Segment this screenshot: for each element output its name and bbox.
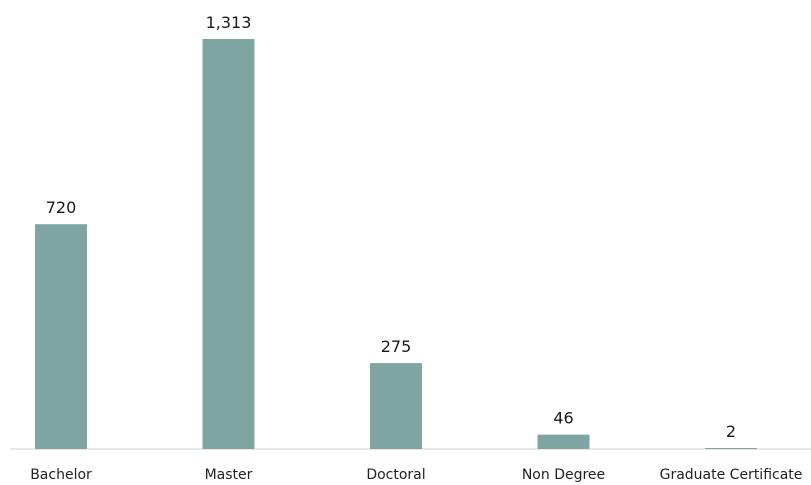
bar-graduate-certificate xyxy=(705,448,757,449)
x-tick-label-bachelor: Bachelor xyxy=(30,467,92,483)
value-label-non-degree: 46 xyxy=(553,409,573,428)
value-label-master: 1,313 xyxy=(206,13,252,32)
x-tick-label-graduate-certificate: Graduate Certificate xyxy=(660,467,803,483)
x-tick-labels-group: Bachelor Master Doctoral Non Degree Graduate… xyxy=(30,467,802,483)
x-tick-label-non-degree: Non Degree xyxy=(522,467,605,483)
bars-group xyxy=(35,39,757,449)
bar-bachelor xyxy=(35,224,87,449)
bar-master xyxy=(202,39,255,449)
x-tick-label-doctoral: Doctoral xyxy=(366,467,425,483)
bar-non-degree xyxy=(537,434,590,449)
value-label-doctoral: 275 xyxy=(381,337,412,356)
bar-doctoral xyxy=(370,363,422,449)
x-tick-label-master: Master xyxy=(205,467,253,483)
value-label-graduate-certificate: 2 xyxy=(726,422,736,441)
value-label-bachelor: 720 xyxy=(46,198,77,217)
value-labels-group: 720 1,313 275 46 2 xyxy=(46,13,736,441)
